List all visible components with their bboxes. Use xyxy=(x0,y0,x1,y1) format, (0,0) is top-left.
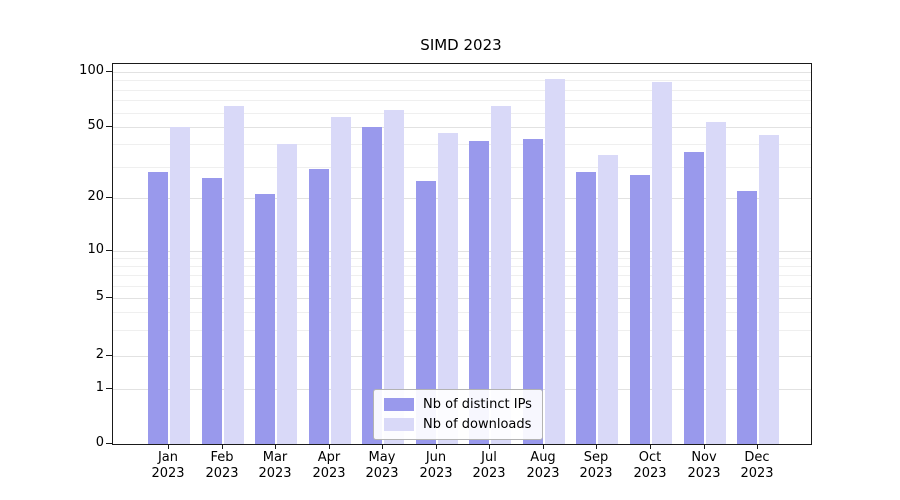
bar-distinct-ips xyxy=(309,169,329,444)
x-tick-label: Jun 2023 xyxy=(419,450,453,481)
gridline-minor xyxy=(113,100,811,101)
legend-label-downloads: Nb of downloads xyxy=(423,417,532,432)
x-tick-mark xyxy=(329,444,330,449)
x-tick-label: Jul 2023 xyxy=(472,450,506,481)
y-tick-mark xyxy=(106,197,112,198)
gridline-major xyxy=(113,298,811,299)
gridline-major xyxy=(113,198,811,199)
legend: Nb of distinct IPs Nb of downloads xyxy=(373,389,543,440)
plot-area: Nb of distinct IPs Nb of downloads xyxy=(112,63,812,445)
bar-downloads xyxy=(224,106,244,444)
legend-label-distinct-ips: Nb of distinct IPs xyxy=(423,397,532,412)
bar-distinct-ips xyxy=(523,139,543,444)
bar-downloads xyxy=(170,127,190,444)
x-tick-label: Feb 2023 xyxy=(205,450,239,481)
bar-downloads xyxy=(759,135,779,444)
gridline-minor xyxy=(113,144,811,145)
x-tick-label: Jan 2023 xyxy=(151,450,185,481)
gridline-minor xyxy=(113,80,811,81)
bar-distinct-ips xyxy=(684,152,704,444)
legend-entry-downloads: Nb of downloads xyxy=(384,417,532,432)
legend-swatch-downloads xyxy=(384,418,414,431)
x-tick-mark xyxy=(382,444,383,449)
x-tick-label: Dec 2023 xyxy=(740,450,774,481)
y-tick-mark xyxy=(106,126,112,127)
bar-downloads xyxy=(331,117,351,444)
gridline-minor xyxy=(113,286,811,287)
y-tick-mark xyxy=(106,355,112,356)
x-tick-label: Mar 2023 xyxy=(258,450,292,481)
x-tick-mark xyxy=(275,444,276,449)
y-tick-mark xyxy=(106,297,112,298)
y-tick-label: 10 xyxy=(87,242,104,257)
bar-downloads xyxy=(277,144,297,444)
x-tick-label: Oct 2023 xyxy=(633,450,667,481)
gridline-major xyxy=(113,356,811,357)
bar-distinct-ips xyxy=(469,141,489,444)
bar-distinct-ips xyxy=(202,178,222,444)
y-tick-label: 1 xyxy=(95,380,104,395)
x-tick-label: May 2023 xyxy=(365,450,399,481)
gridline-minor xyxy=(113,266,811,267)
y-tick-label: 50 xyxy=(87,118,104,133)
gridline-major xyxy=(113,127,811,128)
x-tick-mark xyxy=(222,444,223,449)
legend-entry-distinct-ips: Nb of distinct IPs xyxy=(384,397,532,412)
x-tick-label: Nov 2023 xyxy=(687,450,721,481)
gridline-minor xyxy=(113,167,811,168)
gridline-minor xyxy=(113,113,811,114)
bar-distinct-ips xyxy=(737,191,757,444)
y-tick-mark xyxy=(106,71,112,72)
y-tick-label: 100 xyxy=(79,63,104,78)
chart-title: SIMD 2023 xyxy=(420,36,502,54)
bar-distinct-ips xyxy=(416,181,436,444)
gridline-minor xyxy=(113,258,811,259)
gridline-major xyxy=(113,251,811,252)
bar-distinct-ips xyxy=(362,127,382,444)
gridline-major xyxy=(113,72,811,73)
gridline-minor xyxy=(113,312,811,313)
y-tick-label: 0 xyxy=(95,435,104,450)
x-tick-label: Aug 2023 xyxy=(526,450,560,481)
x-tick-label: Sep 2023 xyxy=(579,450,613,481)
bar-downloads xyxy=(545,79,565,444)
x-tick-mark xyxy=(489,444,490,449)
x-tick-mark xyxy=(168,444,169,449)
x-tick-mark xyxy=(650,444,651,449)
x-tick-mark xyxy=(543,444,544,449)
gridline-minor xyxy=(113,275,811,276)
x-tick-label: Apr 2023 xyxy=(312,450,346,481)
bar-downloads xyxy=(706,122,726,444)
x-tick-mark xyxy=(757,444,758,449)
bar-downloads xyxy=(491,106,511,444)
gridline-minor xyxy=(113,90,811,91)
bar-downloads xyxy=(598,155,618,444)
legend-swatch-distinct-ips xyxy=(384,398,414,411)
y-tick-label: 2 xyxy=(95,347,104,362)
bar-downloads xyxy=(438,133,458,444)
y-tick-label: 20 xyxy=(87,189,104,204)
y-tick-label: 5 xyxy=(95,289,104,304)
bar-downloads xyxy=(652,82,672,444)
x-tick-mark xyxy=(704,444,705,449)
x-tick-mark xyxy=(596,444,597,449)
bar-distinct-ips xyxy=(576,172,596,444)
bar-downloads xyxy=(384,110,404,444)
y-tick-mark xyxy=(106,250,112,251)
bar-distinct-ips xyxy=(630,175,650,444)
y-tick-mark xyxy=(106,388,112,389)
bar-distinct-ips xyxy=(255,194,275,444)
bar-distinct-ips xyxy=(148,172,168,444)
x-tick-mark xyxy=(436,444,437,449)
gridline-minor xyxy=(113,330,811,331)
y-tick-mark xyxy=(106,443,112,444)
